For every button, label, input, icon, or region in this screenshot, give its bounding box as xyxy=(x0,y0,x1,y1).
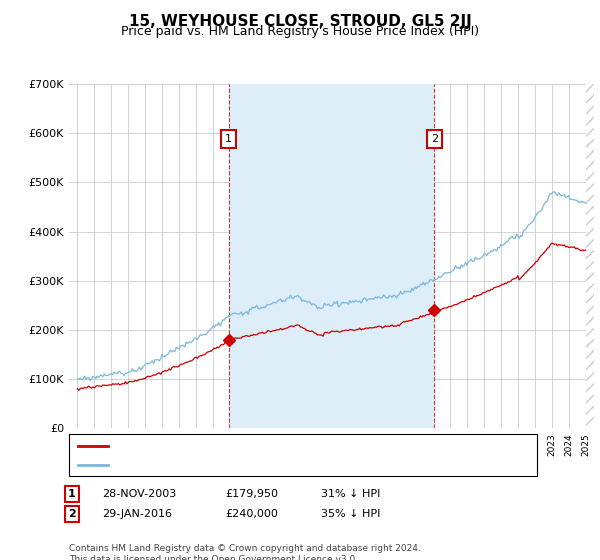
Text: 15, WEYHOUSE CLOSE, STROUD, GL5 2JJ (detached house): 15, WEYHOUSE CLOSE, STROUD, GL5 2JJ (det… xyxy=(114,441,419,451)
Text: HPI: Average price, detached house, Stroud: HPI: Average price, detached house, Stro… xyxy=(114,460,341,470)
Text: 15, WEYHOUSE CLOSE, STROUD, GL5 2JJ: 15, WEYHOUSE CLOSE, STROUD, GL5 2JJ xyxy=(128,14,472,29)
Text: Price paid vs. HM Land Registry's House Price Index (HPI): Price paid vs. HM Land Registry's House … xyxy=(121,25,479,38)
Text: 35% ↓ HPI: 35% ↓ HPI xyxy=(321,509,380,519)
Text: 1: 1 xyxy=(68,489,76,499)
Text: 2: 2 xyxy=(68,509,76,519)
Text: 28-NOV-2003: 28-NOV-2003 xyxy=(102,489,176,499)
Text: £240,000: £240,000 xyxy=(225,509,278,519)
Text: 29-JAN-2016: 29-JAN-2016 xyxy=(102,509,172,519)
Text: 31% ↓ HPI: 31% ↓ HPI xyxy=(321,489,380,499)
Bar xyxy=(229,84,434,428)
Text: 1: 1 xyxy=(225,134,232,144)
Text: 2: 2 xyxy=(431,134,438,144)
Bar xyxy=(586,84,594,428)
Text: £179,950: £179,950 xyxy=(225,489,278,499)
Text: Contains HM Land Registry data © Crown copyright and database right 2024.
This d: Contains HM Land Registry data © Crown c… xyxy=(69,544,421,560)
